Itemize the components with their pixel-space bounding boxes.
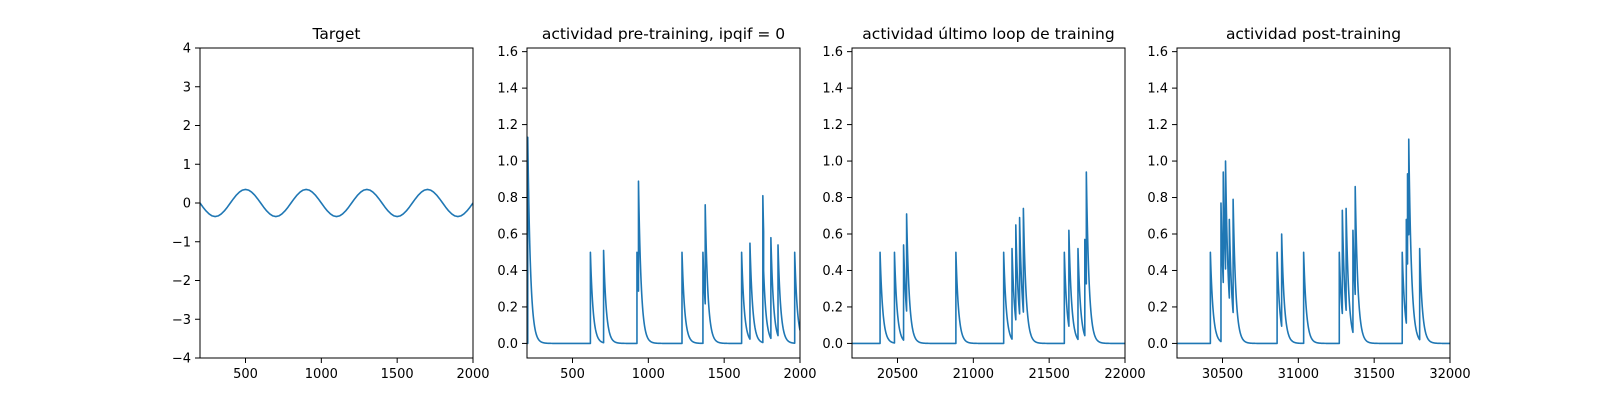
y-tick-label: 1.6 [1147, 45, 1168, 60]
x-tick-label: 22000 [1104, 367, 1145, 382]
x-tick-label: 1000 [632, 367, 665, 382]
x-tick-label: 2000 [783, 367, 816, 382]
series-line [852, 171, 1125, 345]
y-tick-label: 4 [183, 42, 191, 57]
x-tick-label: 1500 [708, 367, 741, 382]
y-tick-label: 0.6 [822, 228, 843, 243]
x-tick-label: 1000 [305, 367, 338, 382]
y-tick-label: 0.0 [1147, 337, 1168, 352]
y-tick-label: 0.2 [822, 300, 843, 315]
y-tick-label: 0.2 [1147, 300, 1168, 315]
y-tick-label: 1.0 [822, 155, 843, 170]
panel-title: actividad post-training [1226, 25, 1401, 43]
panel-2: actividad pre-training, ipqif = 0 500 1000… [497, 25, 816, 382]
y-tick-label: 1.2 [1147, 118, 1168, 133]
y-tick-label: 1.2 [497, 118, 518, 133]
y-tick-label: 0.4 [822, 264, 843, 279]
y-tick-label: 1.4 [497, 82, 518, 97]
y-tick-label: 1.4 [1147, 82, 1168, 97]
y-tick-label: 1.2 [822, 118, 843, 133]
y-tick-label: 3 [183, 80, 191, 95]
plot-frame [851, 47, 1126, 359]
y-tick-label: 0.6 [1147, 228, 1168, 243]
y-tick-label: 1.0 [497, 155, 518, 170]
y-tick-label: 0.8 [497, 191, 518, 206]
x-tick-label: 31500 [1353, 367, 1394, 382]
panel-1: Target 500 1000 1500 2000 −4 −3 −2 −1 0 1 2 3 4 [172, 25, 490, 382]
x-tick-label: 21000 [953, 367, 994, 382]
x-tick-label: 31000 [1278, 367, 1319, 382]
y-tick-label: 0.4 [497, 264, 518, 279]
y-tick-label: 1 [183, 158, 191, 173]
y-tick-label: −2 [172, 274, 191, 289]
y-tick-label: 0.8 [822, 191, 843, 206]
y-tick-label: 0 [183, 197, 191, 212]
plot-frame [199, 47, 474, 359]
x-tick-label: 20500 [877, 367, 918, 382]
y-tick-label: 0.2 [497, 300, 518, 315]
series-line [527, 136, 800, 345]
x-tick-label: 21500 [1028, 367, 1069, 382]
y-tick-label: 1.6 [822, 45, 843, 60]
y-tick-label: 1.0 [1147, 155, 1168, 170]
y-tick-label: −4 [172, 352, 191, 367]
x-tick-label: 30500 [1202, 367, 1243, 382]
y-tick-label: 2 [183, 119, 191, 134]
x-tick-label: 500 [233, 367, 258, 382]
panel-3: actividad último loop de training 20500 21… [822, 25, 1145, 382]
y-tick-label: 0.6 [497, 228, 518, 243]
x-tick-label: 32000 [1429, 367, 1470, 382]
y-tick-label: −1 [172, 235, 191, 250]
y-tick-label: 0.8 [1147, 191, 1168, 206]
y-tick-label: 0.0 [497, 337, 518, 352]
y-tick-label: 1.6 [497, 45, 518, 60]
plot-frame [526, 47, 801, 359]
y-tick-label: 0.4 [1147, 264, 1168, 279]
y-tick-label: 0.0 [822, 337, 843, 352]
panel-title: Target [312, 25, 361, 43]
panel-title: actividad último loop de training [862, 25, 1114, 43]
panel-4: actividad post-training 30500 31000 31500 32… [1147, 25, 1470, 382]
plot-frame [1176, 47, 1451, 359]
y-tick-label: 1.4 [822, 82, 843, 97]
x-tick-label: 1500 [381, 367, 414, 382]
x-tick-label: 500 [560, 367, 585, 382]
panel-title: actividad pre-training, ipqif = 0 [542, 25, 785, 43]
series-line [200, 188, 473, 218]
y-tick-label: −3 [172, 313, 191, 328]
series-line [1177, 138, 1450, 345]
x-tick-label: 2000 [456, 367, 489, 382]
